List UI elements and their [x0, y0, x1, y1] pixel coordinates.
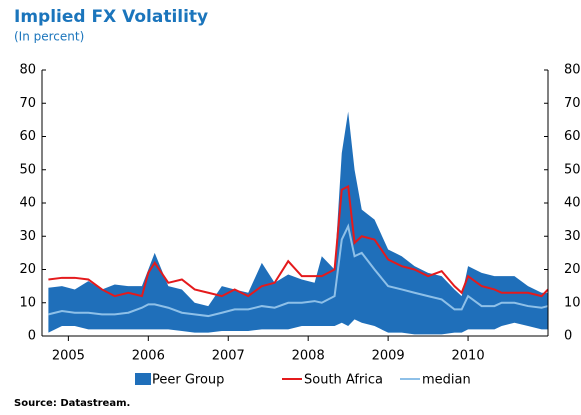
legend-swatch — [135, 373, 151, 385]
y-tick-label: 70 — [19, 96, 36, 111]
x-tick-label: 2005 — [52, 349, 85, 364]
y2-tick-label: 50 — [564, 162, 581, 177]
y2-tick-label: 80 — [564, 63, 581, 78]
y-tick-label: 10 — [19, 295, 36, 310]
y2-tick-label: 30 — [564, 229, 581, 244]
y-tick-label: 20 — [19, 262, 36, 277]
y-tick-label: 30 — [19, 229, 36, 244]
x-tick-label: 2009 — [372, 349, 405, 364]
legend-label: South Africa — [304, 373, 383, 388]
y-tick-label: 50 — [19, 162, 36, 177]
x-tick-label: 2006 — [132, 349, 165, 364]
y2-tick-label: 0 — [564, 329, 572, 344]
source-note: Source: Datastream. — [14, 398, 130, 409]
y2-tick-label: 20 — [564, 262, 581, 277]
chart-subtitle: (In percent) — [14, 30, 84, 44]
legend-label: Peer Group — [152, 373, 224, 388]
legend-label: median — [422, 373, 471, 388]
series-line — [48, 223, 549, 318]
x-tick-label: 2008 — [292, 349, 325, 364]
y2-tick-label: 10 — [564, 295, 581, 310]
y2-tick-label: 70 — [564, 96, 581, 111]
chart-title: Implied FX Volatility — [14, 7, 208, 27]
y-tick-label: 60 — [19, 129, 36, 144]
y-tick-label: 0 — [28, 329, 36, 344]
y-tick-label: 40 — [19, 196, 36, 211]
y2-tick-label: 40 — [564, 196, 581, 211]
y2-tick-label: 60 — [564, 129, 581, 144]
x-tick-label: 2010 — [452, 349, 485, 364]
peer-group-band — [48, 111, 548, 335]
series-line — [48, 184, 549, 298]
y-tick-label: 80 — [19, 63, 36, 78]
x-tick-label: 2007 — [212, 349, 245, 364]
